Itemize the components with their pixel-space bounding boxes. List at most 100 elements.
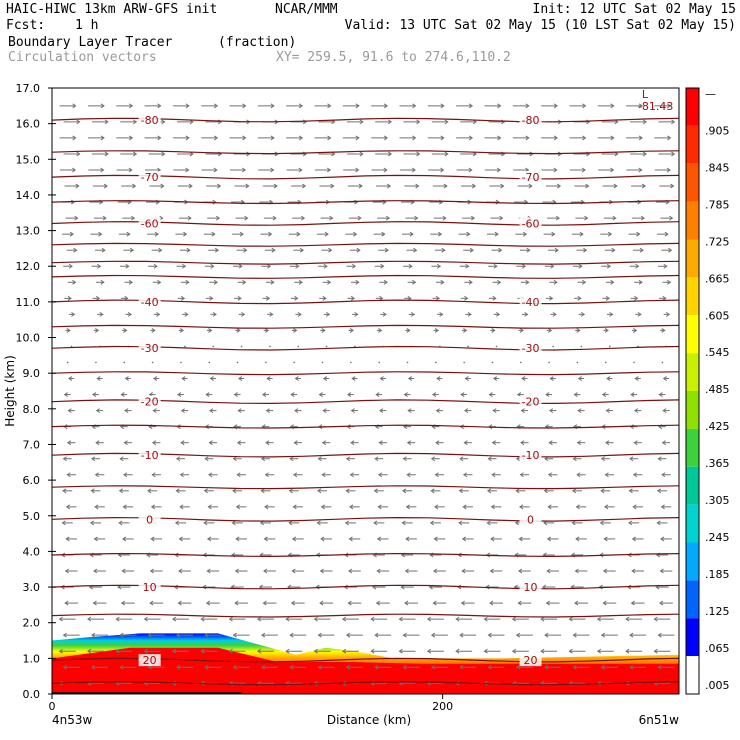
wind-vector-head [633,327,638,333]
wind-vector-head [94,504,99,510]
wind-vector-head [150,504,156,510]
minimum-marker: L [642,88,649,101]
wind-vector [235,504,247,510]
isotherm-label: -60 [522,217,540,230]
wind-vector-head [273,183,278,189]
wind-vector [403,263,413,269]
wind-vector [67,408,75,414]
wind-vector-head [578,263,583,269]
wind-vector-head [355,135,360,141]
wind-vector-head [493,263,498,269]
wind-vector-head [434,472,439,478]
wind-vector-head [430,456,436,462]
colorbar-segment [686,315,699,354]
wind-vector-head [156,311,161,317]
wind-vector [178,568,191,574]
wind-vector [58,648,76,654]
wind-vector [600,488,611,494]
wind-vector [378,361,380,364]
wind-vector-head [413,247,418,253]
wind-vector-head [459,632,464,638]
wind-vector [148,151,166,157]
isotherm-label-bg [138,395,161,408]
wind-vector [515,632,533,638]
wind-vector [519,504,530,510]
wind-vector-head [511,616,517,622]
isotherm-line [52,681,679,686]
wind-vector-head [582,135,587,141]
wind-vector [626,103,643,109]
wind-vector-head [521,263,527,269]
wind-vector [426,616,444,622]
wind-vector [124,376,131,381]
wind-vector [319,183,335,189]
wind-vector [291,568,305,574]
wind-vector-head [91,664,96,670]
wind-vector-head [129,247,135,253]
org-label: NCAR/MMM [275,2,338,17]
isotherm-label: -70 [522,171,540,184]
wind-vector-head [467,311,472,317]
wind-vector-head [300,215,306,221]
wind-vector-head [636,231,641,237]
wind-vector [402,664,420,670]
wind-vector-head [98,231,103,237]
wind-vector [180,440,189,446]
wind-vector-head [386,183,392,189]
wind-vector-head [548,440,553,446]
wind-vector-head [182,263,187,269]
isotherm-label: -10 [522,449,540,462]
wind-vector-head [630,600,635,606]
wind-vector [318,263,328,269]
wind-vector [653,616,671,622]
wind-vector [660,504,672,510]
forecast-hour: 1 h [75,18,99,33]
wind-vector-head [266,376,271,381]
wind-vector-head [89,520,95,526]
wind-vector-head [442,215,447,221]
wind-vector [236,440,246,446]
wind-vector-head [172,680,177,686]
wind-vector [295,311,302,317]
wind-vector-head [524,311,529,317]
y-tick-label: 9.0 [23,367,41,380]
wind-vector [58,616,76,622]
wind-vector-head [58,648,63,654]
wind-vector [151,440,161,446]
wind-vector-head [575,504,580,510]
wind-vector [601,392,609,397]
wind-vector-head [374,456,379,462]
wind-vector [402,231,414,237]
wind-vector-head [58,616,63,622]
wind-vector [552,345,554,348]
wind-vector [236,247,248,253]
wind-vector [573,263,583,269]
wind-vector [403,119,421,125]
wind-vector [207,215,221,221]
wind-vector-head [87,648,92,654]
wind-vector-head [100,167,105,173]
wind-vector [491,361,494,364]
wind-vector-head [62,632,67,638]
wind-vector-head [214,247,220,253]
wind-vector-head [265,408,270,414]
colorbar-label: .545 [705,346,730,359]
wind-vector [150,504,162,510]
wind-vector-head [356,247,361,253]
wind-vector [546,327,553,333]
wind-vector [657,632,675,638]
wind-vector [97,311,104,317]
wind-vector-head [236,440,242,446]
wind-vector-head [245,183,250,189]
wind-vector-head [180,295,186,301]
wind-vector-head [638,103,643,109]
wind-vector [373,520,385,526]
wind-vector-head [157,103,162,109]
minimum-value: -81.43 [638,100,673,113]
wind-vector [181,376,188,381]
isotherm-label-bg [519,114,542,127]
wind-vector [659,183,675,189]
wind-vector [486,231,499,237]
wind-vector [489,183,505,189]
wind-vector [175,488,186,494]
